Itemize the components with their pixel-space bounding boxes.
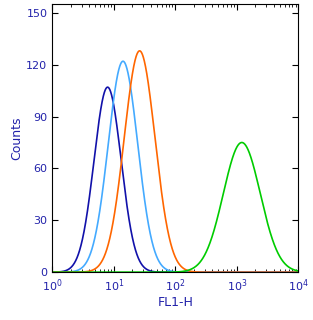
X-axis label: FL1-H: FL1-H — [157, 296, 193, 309]
Y-axis label: Counts: Counts — [10, 116, 23, 160]
